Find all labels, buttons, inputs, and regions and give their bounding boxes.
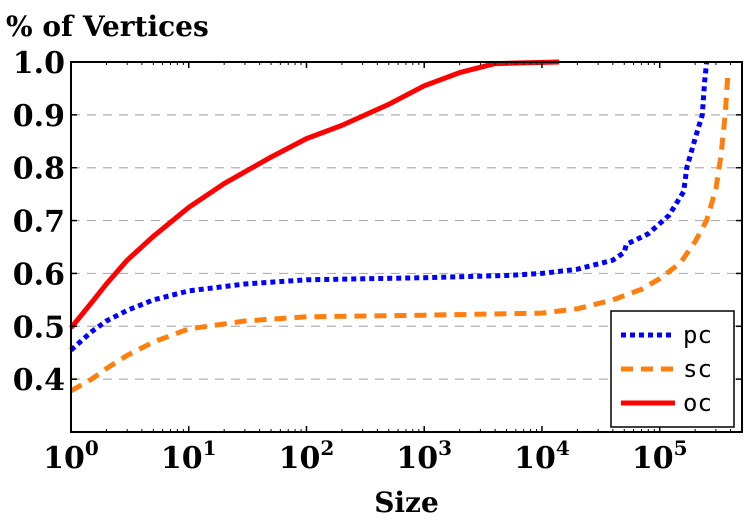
x-tick-label: 101	[161, 436, 217, 476]
legend-label-pc: pc	[683, 321, 712, 349]
y-tick-label: 0.4	[13, 363, 65, 398]
axis-ticks: 0.4 0.5 0.6 0.7 0.8 0.9 1.0 100 101 102 103 104 105	[13, 46, 743, 476]
x-tick-label: 103	[396, 436, 452, 476]
chart-title: % of Vertices	[6, 10, 209, 43]
y-tick-label: 0.9	[13, 99, 65, 134]
y-tick-label: 0.5	[13, 310, 65, 345]
plot-frame	[70, 61, 743, 433]
legend: pc sc oc	[610, 310, 735, 428]
y-tick-label: 0.8	[13, 152, 65, 187]
series-line-sc	[69, 72, 731, 393]
series-lines	[69, 59, 731, 393]
x-tick-label: 105	[632, 436, 688, 476]
legend-label-oc: oc	[683, 389, 712, 417]
series-line-oc	[69, 59, 560, 330]
y-tick-label: 0.7	[13, 205, 65, 240]
y-tick-label: 0.6	[13, 257, 65, 292]
x-tick-label: 102	[279, 436, 335, 476]
x-tick-label: 100	[43, 436, 99, 476]
series-line-pc	[69, 61, 710, 352]
legend-label-sc: sc	[683, 355, 712, 383]
x-axis-label: Size	[374, 486, 439, 519]
x-tick-label: 104	[514, 436, 570, 476]
y-tick-label: 1.0	[13, 46, 65, 81]
